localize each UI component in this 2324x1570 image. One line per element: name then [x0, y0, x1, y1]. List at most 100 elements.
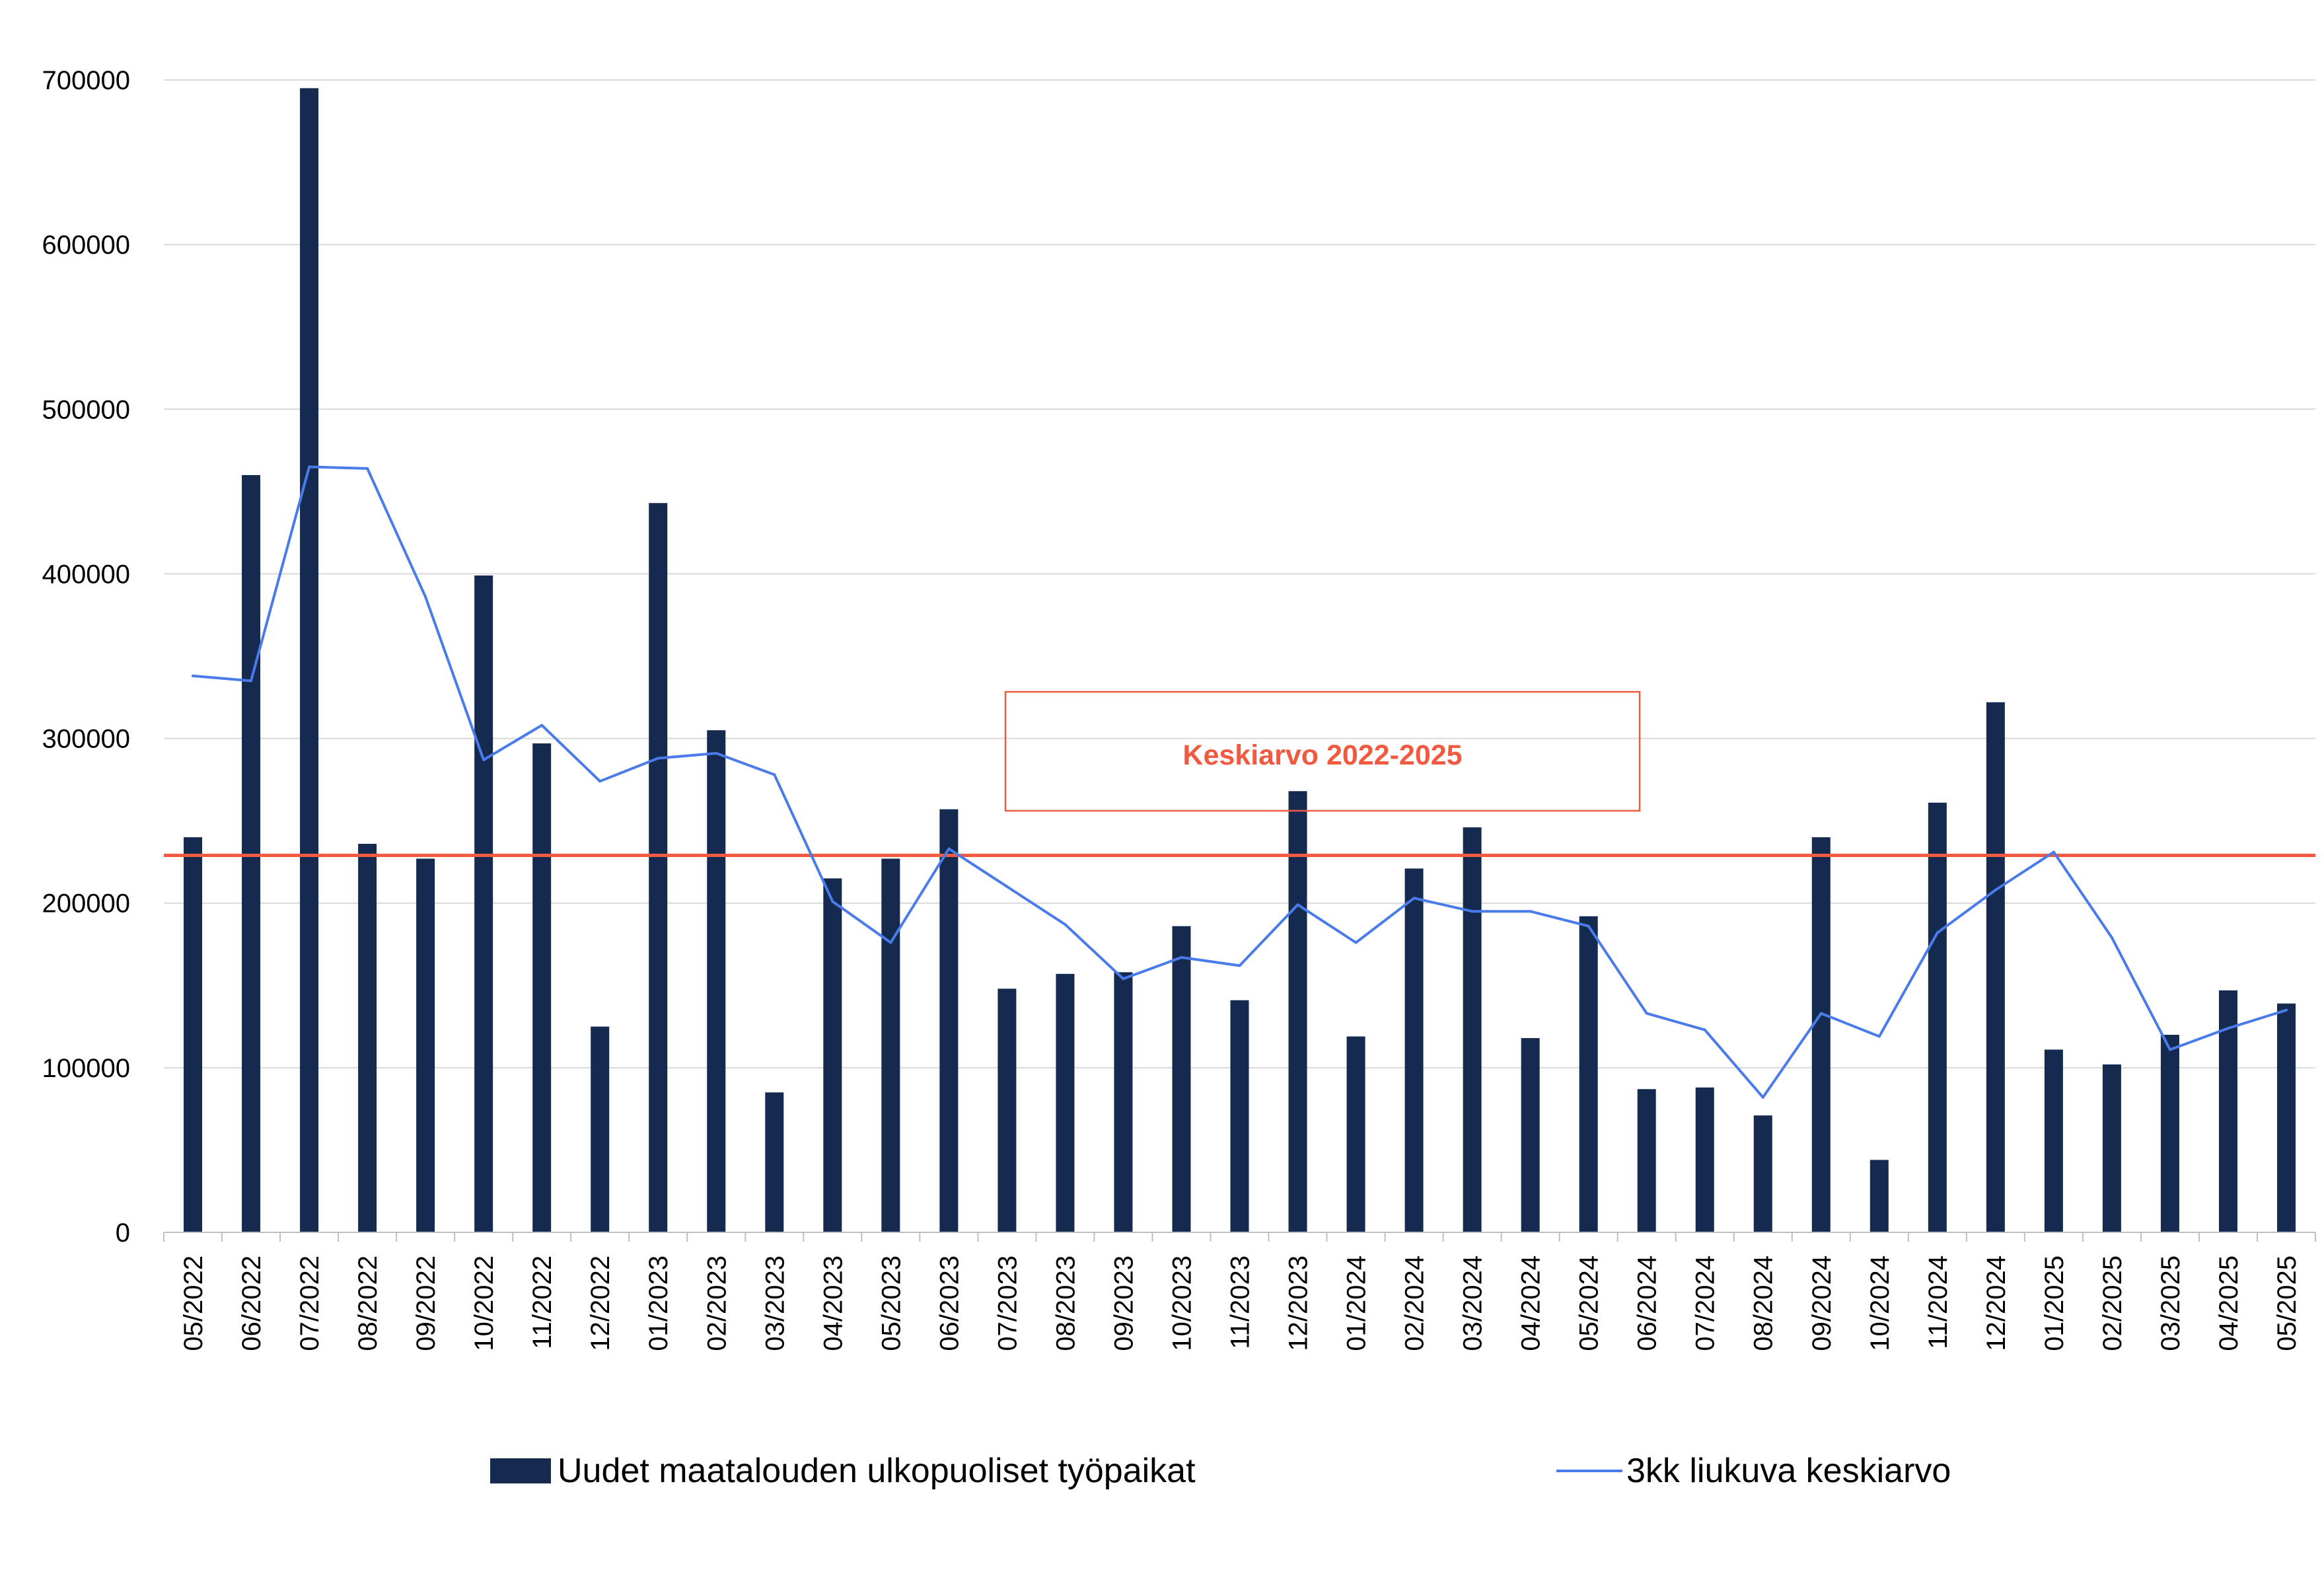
x-tick-label: 05/2025 [2272, 1255, 2302, 1351]
x-tick-label: 02/2025 [2098, 1255, 2127, 1351]
line-point [1238, 964, 1241, 967]
line-point [1587, 924, 1590, 928]
line-point [1296, 903, 1299, 907]
moving-average-series [192, 465, 2288, 1099]
line-point [1471, 910, 1474, 913]
bar [881, 858, 900, 1232]
bar [1753, 1115, 1772, 1232]
x-tick-label: 08/2023 [1051, 1255, 1080, 1351]
line-point [1064, 923, 1067, 926]
line-point [540, 724, 544, 727]
line-point [1877, 1035, 1881, 1038]
line-point [482, 758, 486, 761]
bar [184, 837, 203, 1232]
bar [300, 88, 319, 1232]
bar-series [184, 88, 2296, 1232]
bar [939, 809, 959, 1232]
x-tick-label: 05/2022 [179, 1255, 208, 1351]
x-tick-label: 05/2023 [877, 1255, 906, 1351]
x-tick-label: 10/2023 [1167, 1255, 1196, 1351]
bar [591, 1026, 610, 1232]
average-annotation: Keskiarvo 2022-2025 [1004, 691, 1641, 812]
bar [823, 878, 842, 1232]
bar [358, 844, 377, 1232]
x-tick-label: 12/2024 [1982, 1255, 2011, 1351]
x-tick-label: 11/2024 [1924, 1255, 1953, 1349]
x-tick-label: 08/2024 [1749, 1255, 1778, 1351]
bar [1695, 1087, 1714, 1232]
x-tick-label: 10/2024 [1866, 1255, 1895, 1351]
line-point [947, 847, 951, 850]
x-tick-label: 06/2024 [1633, 1255, 1662, 1351]
line-point [1703, 1028, 1706, 1031]
x-tick-label: 07/2022 [295, 1255, 324, 1351]
y-tick-label: 300000 [42, 725, 130, 754]
line-point [1645, 1012, 1648, 1015]
line-point [657, 757, 660, 760]
bar [1230, 1000, 1249, 1232]
y-tick-label: 200000 [42, 889, 130, 918]
line-point [250, 679, 253, 683]
bar [1579, 916, 1598, 1232]
x-tick-label: 12/2022 [586, 1255, 615, 1351]
y-tick-label: 400000 [42, 560, 130, 589]
x-tick-label: 02/2024 [1400, 1255, 1430, 1351]
bar [532, 743, 552, 1232]
x-tick-label: 01/2023 [644, 1255, 673, 1351]
x-tick-label: 06/2022 [237, 1255, 266, 1351]
y-axis-ticks: 0 100000 200000 300000 400000 500000 600000 700… [42, 66, 130, 1248]
x-tick-label: 03/2025 [2156, 1255, 2185, 1351]
x-tick-label: 03/2024 [1459, 1255, 1488, 1351]
bar [1114, 972, 1133, 1232]
line-point [1005, 885, 1009, 888]
line-point [1354, 941, 1358, 944]
y-tick-label: 100000 [42, 1054, 130, 1083]
x-tick-label: 03/2023 [760, 1255, 789, 1351]
x-tick-label: 08/2022 [353, 1255, 382, 1351]
x-tick-label: 09/2023 [1109, 1255, 1138, 1351]
bar [1928, 802, 1947, 1232]
bar [998, 989, 1017, 1232]
gridlines [164, 79, 2315, 1068]
x-axis-ticks: 05/2022 06/2022 07/2022 08/2022 09/2022 10/20… [179, 1255, 2302, 1351]
bar [1521, 1038, 1540, 1232]
line-point [599, 780, 602, 783]
line-point [366, 467, 369, 470]
legend-line-swatch [1556, 1470, 1622, 1472]
line-point [1819, 1012, 1823, 1015]
x-tick-label: 09/2024 [1807, 1255, 1836, 1351]
line-point [831, 900, 834, 903]
line-point [192, 674, 195, 677]
line-point [1180, 955, 1183, 959]
line-point [715, 751, 718, 755]
x-tick-label: 02/2023 [702, 1255, 731, 1351]
line-point [1761, 1096, 1764, 1099]
x-tick-label: 11/2022 [528, 1255, 557, 1349]
line-point [308, 465, 311, 468]
x-tick-label: 04/2023 [818, 1255, 848, 1351]
x-tick-label: 10/2022 [470, 1255, 499, 1351]
bar [1986, 702, 2005, 1232]
line-point [1994, 888, 1997, 891]
legend-bar-label: Uudet maatalouden ulkopuoliset työpaikat [558, 1452, 1196, 1490]
x-tick-label: 09/2022 [412, 1255, 441, 1351]
annotation-box [1004, 691, 1641, 812]
x-tick-label: 12/2023 [1284, 1255, 1313, 1351]
bar [1870, 1160, 1889, 1232]
legend-item-line: 3kk liukuva keskiarvo [1556, 1451, 1951, 1491]
x-tick-label: 05/2024 [1575, 1255, 1604, 1351]
bar [416, 858, 435, 1232]
line-point [2110, 936, 2113, 940]
annotation-label: Keskiarvo 2022-2025 [1182, 739, 1462, 771]
y-tick-label: 600000 [42, 231, 130, 260]
bar [1637, 1089, 1656, 1232]
x-axis [163, 1232, 2316, 1242]
bar [1172, 926, 1191, 1232]
x-tick-label: 07/2024 [1691, 1255, 1720, 1351]
bar [2102, 1064, 2121, 1232]
x-tick-label: 11/2023 [1226, 1255, 1255, 1349]
bar [649, 503, 668, 1232]
line-point [2052, 850, 2055, 854]
x-tick-label: 04/2024 [1517, 1255, 1546, 1351]
